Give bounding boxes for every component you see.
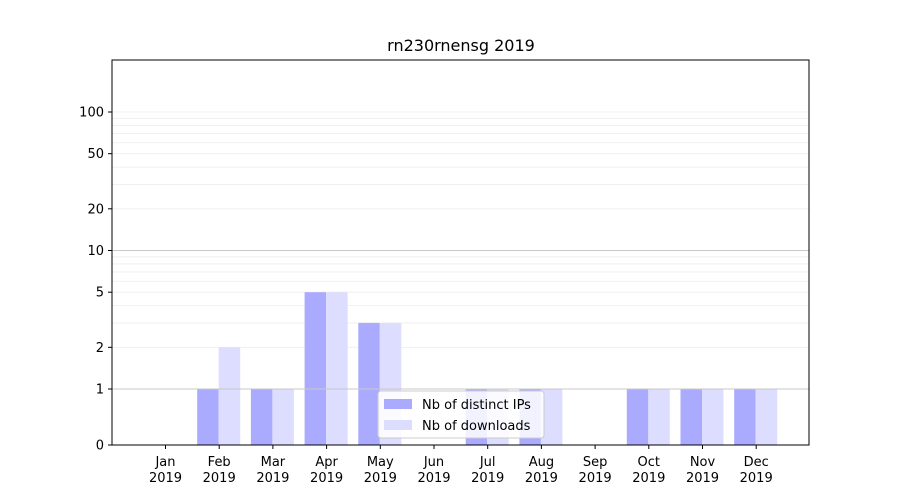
y-tick-label: 100 bbox=[79, 106, 104, 121]
bar-distinct-ips bbox=[250, 389, 273, 445]
x-tick-label-year: 2019 bbox=[364, 471, 397, 486]
x-tick-label-month: Aug bbox=[529, 455, 554, 470]
y-tick-label: 2 bbox=[96, 341, 104, 356]
bar-downloads bbox=[755, 389, 778, 445]
legend-box bbox=[377, 390, 545, 439]
x-tick-label-month: Jan bbox=[154, 455, 175, 470]
y-tick-label: 5 bbox=[96, 286, 104, 301]
x-tick-label-year: 2019 bbox=[525, 471, 558, 486]
x-tick-label-year: 2019 bbox=[256, 471, 289, 486]
reference-lines bbox=[112, 250, 809, 390]
bar-downloads bbox=[702, 389, 724, 445]
legend-label: Nb of distinct IPs bbox=[422, 398, 531, 413]
bar-distinct-ips bbox=[358, 322, 380, 445]
x-tick-label-year: 2019 bbox=[471, 471, 504, 486]
x-tick-label-year: 2019 bbox=[149, 471, 182, 486]
legend-swatch bbox=[384, 420, 412, 430]
x-tick-label-month: Jun bbox=[423, 455, 444, 470]
y-tick-label: 0 bbox=[96, 439, 104, 454]
x-tick-label-month: Apr bbox=[315, 455, 338, 470]
y-tick-label: 50 bbox=[87, 147, 104, 162]
bar-distinct-ips bbox=[734, 389, 756, 445]
y-axis: 0 1 2 5 10 20 50 100 bbox=[79, 106, 112, 454]
bar-downloads bbox=[272, 389, 294, 445]
bar-distinct-ips bbox=[626, 389, 649, 445]
chart-title: rn230rnensg 2019 bbox=[387, 36, 535, 55]
y-tick-label: 1 bbox=[96, 383, 104, 398]
bar-distinct-ips bbox=[680, 389, 702, 445]
x-tick-label-month: Nov bbox=[690, 455, 716, 470]
x-tick-label-month: Mar bbox=[261, 455, 286, 470]
bar-downloads bbox=[218, 347, 241, 445]
y-tick-label: 20 bbox=[87, 202, 104, 217]
legend-label: Nb of downloads bbox=[422, 419, 531, 434]
x-tick-label-year: 2019 bbox=[310, 471, 343, 486]
y-tick-label: 10 bbox=[87, 244, 104, 259]
x-tick-label-month: Oct bbox=[638, 455, 660, 470]
x-tick-label-month: Jul bbox=[479, 455, 496, 470]
x-tick-label-year: 2019 bbox=[632, 471, 665, 486]
x-tick-label-month: Dec bbox=[744, 455, 769, 470]
x-axis: Jan2019Feb2019Mar2019Apr2019May2019Jun20… bbox=[149, 445, 773, 486]
bar-downloads bbox=[540, 389, 563, 445]
plot-frame bbox=[111, 59, 810, 446]
bar-downloads bbox=[326, 292, 348, 445]
legend-swatch bbox=[384, 399, 412, 409]
bar-distinct-ips bbox=[304, 292, 327, 445]
bar-downloads bbox=[648, 389, 670, 445]
x-tick-label-month: Feb bbox=[208, 455, 231, 470]
bar-distinct-ips bbox=[197, 389, 219, 445]
x-tick-label-year: 2019 bbox=[686, 471, 719, 486]
x-tick-label-year: 2019 bbox=[740, 471, 773, 486]
x-tick-label-year: 2019 bbox=[203, 471, 236, 486]
x-tick-label-month: Sep bbox=[583, 455, 608, 470]
legend: Nb of distinct IPs Nb of downloads bbox=[377, 390, 545, 439]
x-tick-label-year: 2019 bbox=[579, 471, 612, 486]
x-tick-label-year: 2019 bbox=[417, 471, 450, 486]
bars bbox=[197, 292, 778, 445]
x-tick-label-month: May bbox=[367, 455, 394, 470]
